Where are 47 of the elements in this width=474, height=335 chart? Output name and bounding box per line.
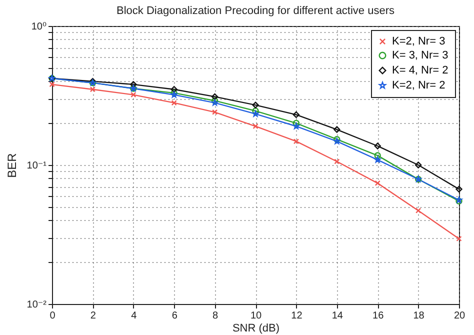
point xyxy=(171,100,177,106)
x-tick-label: 14 xyxy=(332,310,344,322)
point xyxy=(334,136,340,143)
legend-label: K=2, Nr= 2 xyxy=(392,80,446,92)
x-tick-label: 18 xyxy=(413,310,425,322)
legend-label: K=2, Nr= 3 xyxy=(392,36,446,48)
point xyxy=(212,109,218,115)
point xyxy=(374,156,381,163)
point xyxy=(292,120,300,126)
point xyxy=(130,92,136,98)
point xyxy=(292,111,300,118)
point xyxy=(374,152,381,159)
x-tick-label: 0 xyxy=(50,310,56,322)
point xyxy=(293,122,300,130)
x-tick-label: 12 xyxy=(291,310,303,322)
y-axis-title: BER xyxy=(4,152,19,178)
point xyxy=(170,86,178,93)
point xyxy=(252,108,259,114)
x-tick-label: 2 xyxy=(90,310,96,322)
point xyxy=(252,123,258,130)
point xyxy=(334,126,340,133)
legend-label: K= 4, Nr= 2 xyxy=(392,64,448,76)
x-tick-label: 4 xyxy=(131,310,138,322)
x-tick-label: 10 xyxy=(250,310,262,322)
y-tick-label: 10⁻¹ xyxy=(26,160,48,172)
x-tick-label: 20 xyxy=(454,310,466,322)
chart-title: Block Diagonalization Precoding for different active users xyxy=(116,5,395,17)
x-tick-label: 16 xyxy=(372,310,384,322)
x-tick-label: 8 xyxy=(212,310,219,322)
point xyxy=(130,81,137,88)
point xyxy=(374,142,381,150)
y-tick-label: 10⁰ xyxy=(31,22,46,32)
point xyxy=(211,97,218,104)
point xyxy=(456,186,462,193)
point xyxy=(252,102,259,108)
y-tick-label: 10⁻² xyxy=(26,300,48,310)
x-axis-title: SNR (dB) xyxy=(232,322,280,334)
point xyxy=(414,162,422,168)
point xyxy=(293,138,299,144)
point xyxy=(416,208,422,214)
point xyxy=(374,180,380,186)
point xyxy=(334,158,340,164)
point xyxy=(90,86,96,92)
x-tick-label: 6 xyxy=(172,310,178,322)
legend-label: K= 3, Nr= 3 xyxy=(392,50,448,62)
point xyxy=(252,110,259,117)
point xyxy=(211,93,218,100)
